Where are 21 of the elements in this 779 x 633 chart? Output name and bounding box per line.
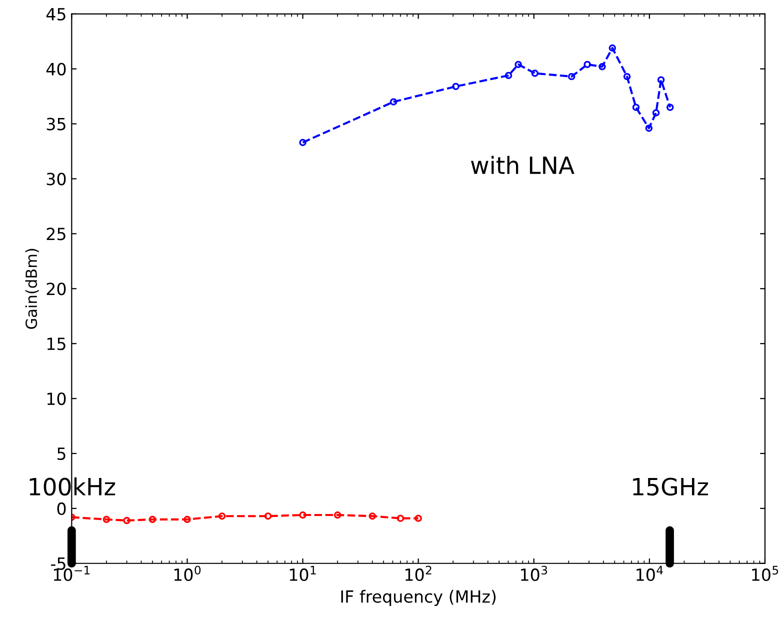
y-tick-label: 30 bbox=[46, 172, 66, 186]
y-tick-label: 35 bbox=[46, 118, 66, 130]
x-tick-label: 10$^{5}$ bbox=[752, 566, 778, 582]
y-tick-label: 20 bbox=[46, 282, 66, 296]
x-tick-label: 10$^{1}$ bbox=[290, 566, 316, 582]
y-tick-label: 5 bbox=[57, 448, 66, 460]
y-tick-label: 0 bbox=[57, 502, 66, 515]
x-tick-label: 10$^{0}$ bbox=[174, 566, 201, 582]
y-axis-title: Gain(dBm) bbox=[25, 248, 39, 329]
y-tick-label: 40 bbox=[46, 62, 66, 76]
x-tick-label: 10$^{2}$ bbox=[405, 566, 432, 582]
annotation: with LNA bbox=[471, 156, 574, 174]
y-tick-label: 45 bbox=[46, 8, 66, 20]
y-tick-label: 10 bbox=[47, 392, 66, 406]
y-tick-label: 15 bbox=[47, 338, 66, 350]
y-tick-label: -5 bbox=[51, 558, 66, 570]
x-tick-label: 10$^{4}$ bbox=[636, 566, 663, 582]
y-tick-label: 25 bbox=[46, 228, 66, 240]
x-tick-label: 10$^{3}$ bbox=[521, 566, 548, 582]
x-axis-title: IF frequency (MHz) bbox=[341, 590, 496, 606]
ref-line-label: 15GHz bbox=[633, 478, 708, 496]
